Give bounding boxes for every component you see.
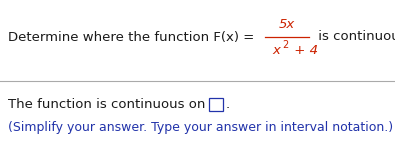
Text: + 4: + 4 [290, 44, 318, 56]
Text: The function is continuous on: The function is continuous on [8, 97, 205, 111]
Text: 2: 2 [282, 40, 289, 50]
Text: Determine where the function F(x) =: Determine where the function F(x) = [8, 31, 258, 44]
Text: x: x [273, 44, 280, 56]
Text: (Simplify your answer. Type your answer in interval notation.): (Simplify your answer. Type your answer … [8, 121, 393, 134]
Text: is continuous.: is continuous. [314, 31, 395, 44]
Text: .: . [226, 97, 229, 111]
FancyBboxPatch shape [209, 97, 224, 111]
Text: 5x: 5x [278, 18, 295, 31]
